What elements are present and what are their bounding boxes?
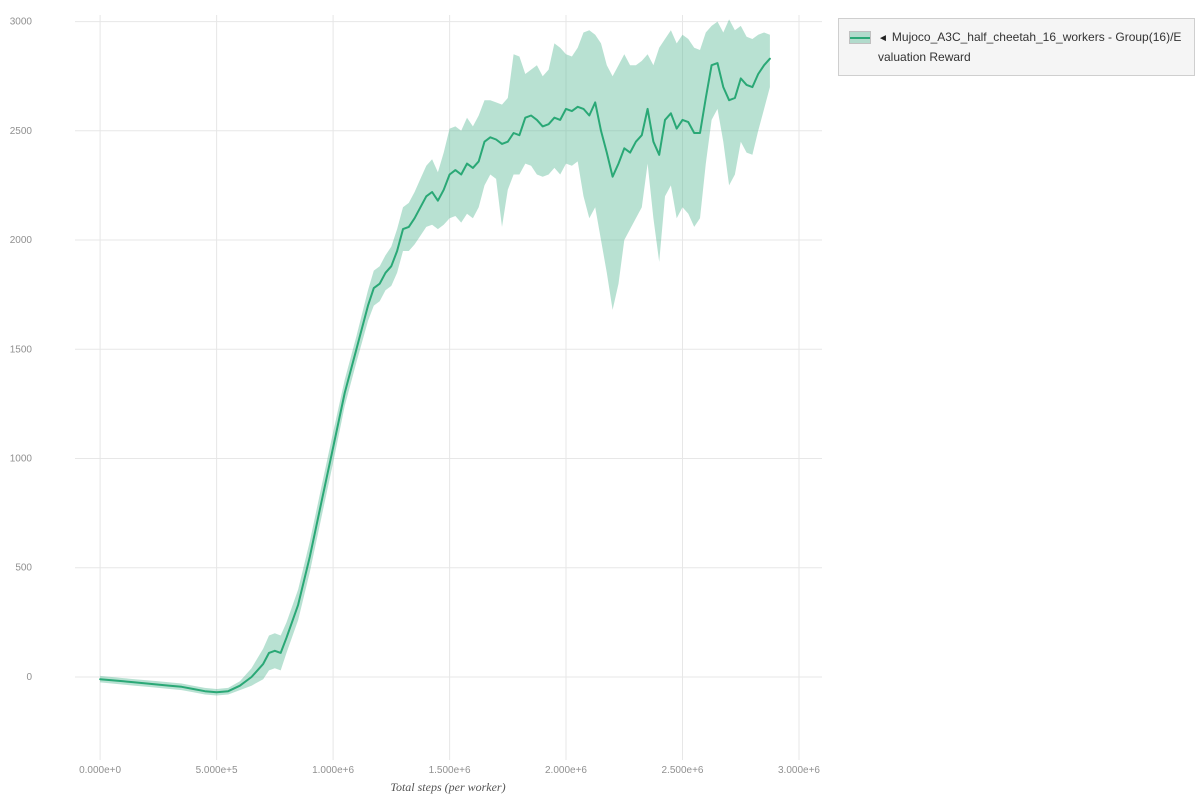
y-tick-label: 1500 <box>10 344 33 355</box>
y-tick-label: 500 <box>15 563 32 574</box>
legend-collapse-icon[interactable]: ◄ <box>878 33 888 44</box>
y-tick-label: 2000 <box>10 235 33 246</box>
y-tick-label: 1000 <box>10 454 33 465</box>
x-tick-label: 2.500e+6 <box>662 765 704 776</box>
x-tick-label: 1.500e+6 <box>429 765 471 776</box>
x-tick-label: 5.000e+5 <box>196 765 238 776</box>
x-tick-label: 3.000e+6 <box>778 765 820 776</box>
legend[interactable]: ◄ Mujoco_A3C_half_cheetah_16_workers - Gr… <box>838 18 1195 76</box>
mean-line <box>99 57 771 694</box>
reward-line-chart[interactable]: 0 500 1000 1500 2000 2500 3000 0.000e+0 5.000e+5… <box>0 0 830 800</box>
y-tick-label: 3000 <box>10 17 33 28</box>
x-axis-title: Total steps (per worker) <box>390 780 505 794</box>
series-swatch-line <box>850 36 870 39</box>
series-swatch-icon <box>849 31 871 44</box>
x-tick-label: 2.000e+6 <box>545 765 587 776</box>
legend-entry[interactable]: ◄ Mujoco_A3C_half_cheetah_16_workers - Gr… <box>878 28 1184 67</box>
x-tick-label: 1.000e+6 <box>312 765 354 776</box>
legend-series-label: Mujoco_A3C_half_cheetah_16_workers - Gro… <box>878 30 1182 64</box>
y-tick-label: 2500 <box>10 126 33 137</box>
confidence-band <box>100 19 770 696</box>
y-tick-label: 0 <box>26 672 32 683</box>
x-tick-label: 0.000e+0 <box>79 765 121 776</box>
